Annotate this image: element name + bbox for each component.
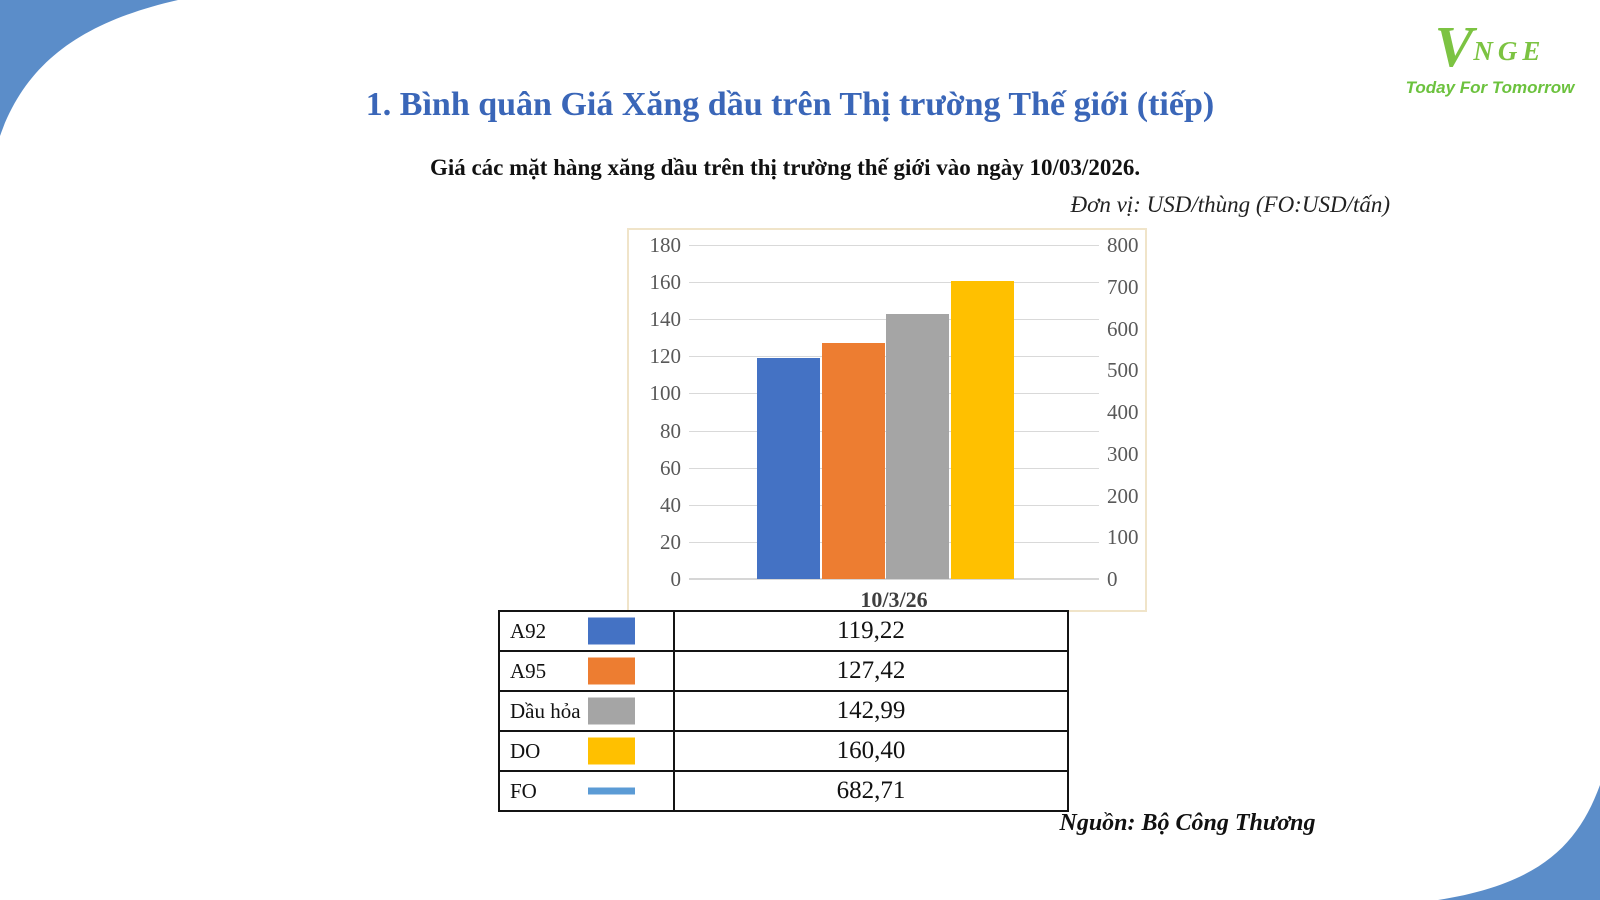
y-axis-right-tick: 700 [1107,274,1139,299]
legend-value: 127,42 [836,657,906,684]
y-axis-left-tick: 160 [649,270,682,295]
legend-value: 119,22 [837,617,905,644]
legend-row-dầu-hỏa: Dầu hỏa 142,99 [500,692,1067,732]
y-axis-right-tick: 800 [1107,233,1139,257]
fuel-price-chart: 0 20 40 60 80 100 120 140 160 180 0 100 200 300 400 500… [627,228,1147,612]
y-axis-left-tick: 140 [649,307,682,332]
y-axis-right-tick: 500 [1107,358,1139,383]
legend-label: Dầu hỏa [510,698,581,723]
y-axis-left-tick: 60 [660,455,681,480]
legend-row-a92: A92 119,22 [500,612,1067,652]
plot-area [689,245,1099,580]
legend-value-cell: 142,99 [675,692,1067,730]
bar-a92 [757,357,820,579]
y-axis-left-tick: 180 [649,233,682,257]
legend-value-cell: 127,42 [675,652,1067,690]
legend-table: A92 119,22 A95 127,42 Dầu hỏa 142,99 DO 160,40 F… [498,610,1069,812]
legend-label-cell: Dầu hỏa [500,692,675,730]
legend-label: A95 [510,658,547,683]
unit-note: Đơn vị: USD/thùng (FO:USD/tấn) [1070,192,1390,217]
legend-value: 682,71 [836,777,906,804]
y-axis-left-tick: 120 [649,344,682,369]
color-swatch-icon [588,617,635,645]
bar-dầu-hỏa [886,313,949,579]
legend-label-cell: DO [500,732,675,770]
y-axis-right-tick: 600 [1107,316,1139,341]
logo-v-icon: V [1434,14,1474,79]
logo-tagline: Today For Tomorrow [1405,78,1575,97]
bar-a95 [821,342,885,579]
y-axis-right-tick: 200 [1107,483,1139,508]
logo-name: NGE [1473,36,1546,66]
legend-value-cell: 119,22 [675,612,1067,650]
legend-value-cell: 682,71 [675,772,1067,810]
legend-value: 160,40 [836,737,906,764]
legend-row-do: DO 160,40 [500,732,1067,772]
y-axis-left-tick: 100 [649,381,682,406]
bottom-right-swoosh [1438,785,1600,900]
color-swatch-icon [588,697,635,725]
y-axis-right-tick: 100 [1107,525,1139,550]
legend-label: DO [510,738,541,763]
x-axis-label: 10/3/26 [860,587,928,612]
legend-value-cell: 160,40 [675,732,1067,770]
y-axis-right-tick: 0 [1107,567,1118,591]
gridline [689,245,1099,246]
bar-do [950,281,1014,579]
line-swatch-icon [588,787,635,795]
x-axis-line [689,578,1099,580]
y-axis-right-tick: 400 [1107,400,1139,424]
legend-row-a95: A95 127,42 [500,652,1067,692]
color-swatch-icon [588,737,635,765]
legend-label: FO [510,778,537,803]
chart-caption: Giá các mặt hàng xăng dầu trên thị trườn… [429,155,1141,180]
page-title: 1. Bình quân Giá Xăng dầu trên Thị trườn… [365,86,1215,123]
source-note: Nguồn: Bộ Công Thương [1059,810,1316,836]
legend-label-cell: FO [500,772,675,810]
legend-value: 142,99 [836,697,906,724]
vnge-logo: VNGE Today For Tomorrow [1395,18,1585,98]
legend-label: A92 [510,618,547,643]
gridline [689,282,1099,284]
color-swatch-icon [588,657,635,685]
legend-row-fo: FO 682,71 [500,772,1067,810]
y-axis-right-tick: 300 [1107,441,1139,466]
y-axis-left-tick: 0 [670,567,682,591]
y-axis-left-tick: 20 [660,529,681,554]
y-axis-left-tick: 80 [660,418,681,443]
y-axis-left-tick: 40 [660,492,681,517]
legend-label-cell: A95 [500,652,675,690]
legend-label-cell: A92 [500,612,675,650]
